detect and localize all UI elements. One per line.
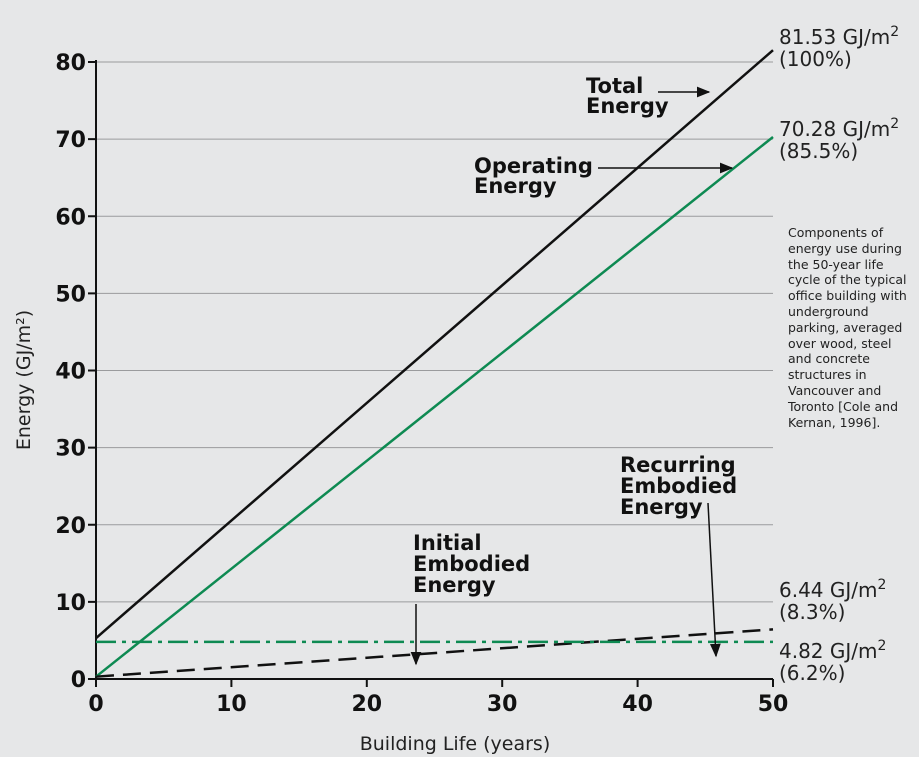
x-tick-label-40: 40: [622, 692, 653, 717]
end-percent-recurring-embodied-energy: (8.3%): [779, 600, 845, 624]
label-arrows: [410, 86, 734, 666]
x-tick-label-10: 10: [216, 692, 247, 717]
y-axis-title: Energy (GJ/m²): [13, 310, 35, 450]
end-percent-initial-embodied-energy: (6.2%): [779, 661, 845, 685]
chart-annotation: Components of energy use during the 50-y…: [788, 225, 907, 430]
y-tick-label-10: 10: [55, 591, 86, 616]
end-value-total-energy: 81.53 GJ/m2: [779, 24, 899, 49]
end-value-recurring-embodied-energy: 6.44 GJ/m2: [779, 577, 886, 602]
series-label-initial-embodied-energy-0: Initial: [413, 531, 482, 555]
x-tick-label-30: 30: [487, 692, 518, 717]
y-tick-label-0: 0: [71, 668, 86, 693]
x-tick-label-20: 20: [351, 692, 382, 717]
series-line-recurring-embodied-energy: [95, 628, 774, 678]
end-percent-operating-energy: (85.5%): [779, 139, 858, 163]
x-tick-label-50: 50: [758, 692, 789, 717]
series-line-total-energy: [95, 49, 774, 640]
end-percent-total-energy: (100%): [779, 47, 852, 71]
series-label-operating-energy-1: Energy: [474, 174, 557, 198]
series-line-operating-energy: [95, 135, 774, 678]
x-tick-label-0: 0: [88, 692, 103, 717]
y-tick-label-80: 80: [55, 51, 86, 76]
tick-labels: 0 10 20 30 40 50 60 70 80 0 10 20 30 40 50: [55, 51, 788, 717]
end-value-initial-embodied-energy: 4.82 GJ/m2: [779, 638, 886, 663]
series-label-initial-embodied-energy-1: Embodied: [413, 552, 530, 576]
end-value-labels: 81.53 GJ/m2(100%) 70.28 GJ/m2(85.5%) 6.44 …: [779, 24, 899, 685]
recurring-embodied-arrow: [707, 502, 721, 658]
y-tick-label-50: 50: [55, 282, 86, 307]
series-labels: TotalEnergyOperatingEnergyRecurringEmbod…: [413, 74, 737, 597]
y-tick-label-40: 40: [55, 360, 86, 385]
series-label-operating-energy-0: Operating: [474, 154, 593, 178]
series-label-total-energy-1: Energy: [586, 94, 669, 118]
series-label-recurring-embodied-energy-0: Recurring: [620, 453, 736, 477]
series-label-recurring-embodied-energy-1: Embodied: [620, 474, 737, 498]
x-axis-title: Building Life (years): [360, 733, 551, 755]
y-tick-label-20: 20: [55, 514, 86, 539]
grid-lines: [96, 61, 773, 603]
series-label-total-energy-0: Total: [586, 74, 643, 98]
series-lines: [95, 49, 774, 678]
y-tick-label-70: 70: [55, 128, 86, 153]
axes: [88, 60, 774, 687]
series-label-recurring-embodied-energy-2: Energy: [620, 495, 703, 519]
y-tick-label-60: 60: [55, 205, 86, 230]
end-value-operating-energy: 70.28 GJ/m2: [779, 116, 899, 141]
y-tick-label-30: 30: [55, 437, 86, 462]
series-label-initial-embodied-energy-2: Energy: [413, 573, 496, 597]
